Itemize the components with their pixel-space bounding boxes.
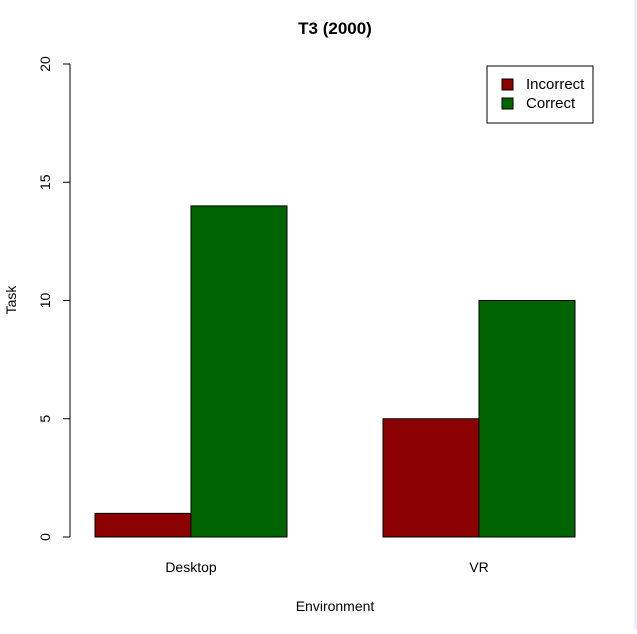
bars-group	[94, 205, 576, 538]
y-tick-label: 0	[37, 533, 53, 541]
legend-swatch	[501, 78, 514, 91]
x-axis-label: Environment	[296, 598, 375, 614]
window-edge	[634, 0, 637, 629]
legend-label: Incorrect	[526, 76, 585, 93]
y-axis-label: Task	[3, 285, 19, 315]
x-tick-label: Desktop	[165, 559, 217, 575]
bar-desktop-incorrect	[94, 512, 192, 538]
x-tick-label: VR	[469, 559, 488, 575]
y-tick-label: 10	[37, 293, 53, 309]
y-tick-label: 5	[37, 415, 53, 423]
bar-vr-correct	[478, 300, 576, 538]
legend: Incorrect Correct	[486, 65, 594, 124]
x-tick-labels: Desktop VR	[165, 559, 488, 575]
bar-vr-incorrect	[382, 418, 480, 538]
legend-swatch	[501, 97, 514, 110]
y-tick-label: 20	[37, 56, 53, 72]
bar-desktop-correct	[190, 205, 288, 538]
legend-label: Correct	[526, 95, 576, 112]
y-tick-label: 15	[37, 174, 53, 190]
legend-box	[486, 65, 594, 124]
y-axis: 0 5 10 15 20	[37, 56, 71, 541]
chart-title: T3 (2000)	[298, 19, 372, 38]
